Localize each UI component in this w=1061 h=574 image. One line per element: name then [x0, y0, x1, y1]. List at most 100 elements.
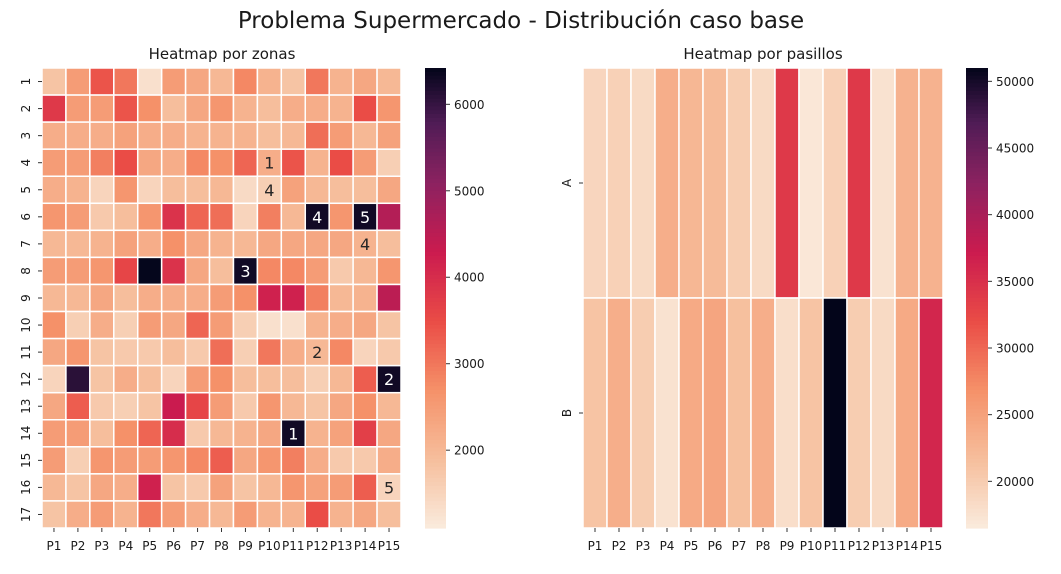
aisle-cell — [798, 297, 824, 529]
zone-cell — [328, 364, 354, 394]
aisle-colorbar-segment — [966, 482, 988, 487]
zone-colorbar-segment — [425, 462, 446, 468]
zone-cell — [376, 310, 402, 340]
aisle-colorbar-segment — [966, 501, 988, 506]
zone-cell — [376, 419, 402, 448]
zone-cell — [256, 364, 283, 394]
zone-cell — [232, 202, 259, 232]
zone-cell — [328, 500, 354, 529]
aisle-colorbar-segment — [966, 263, 988, 268]
zone-y-tick-label: 5 — [19, 186, 33, 194]
zone-cell — [89, 364, 115, 394]
zone-cell — [256, 473, 283, 502]
zone-cell — [232, 473, 259, 502]
zone-colorbar-segment — [425, 163, 446, 169]
zone-colorbar-segment — [425, 447, 446, 452]
zone-cell-annotation: 4 — [312, 208, 322, 227]
zone-x-tick-label: P3 — [94, 539, 109, 553]
zone-colorbar-segment — [425, 240, 446, 245]
zone-colorbar-segment — [425, 340, 446, 345]
zone-colorbar-segment — [425, 221, 446, 226]
aisles-heatmap-title: Heatmap por pasillos — [683, 45, 843, 63]
zone-colorbar-segment — [425, 478, 446, 483]
zone-cell — [89, 121, 115, 150]
zone-colorbar-segment — [425, 121, 446, 127]
zone-colorbar-segment — [425, 416, 446, 422]
zone-cell — [280, 391, 307, 421]
zone-cell — [304, 473, 330, 502]
zone-cell — [352, 473, 378, 502]
zone-cell — [41, 283, 67, 313]
zone-colorbar-segment — [425, 393, 446, 399]
zone-cell — [184, 202, 211, 232]
zone-cell — [256, 202, 283, 232]
aisle-colorbar-segment — [966, 374, 988, 380]
zone-cell — [328, 283, 354, 313]
zone-cell — [280, 202, 307, 232]
zone-cell — [328, 202, 354, 232]
zone-cell — [89, 148, 115, 177]
zone-cell — [113, 310, 139, 340]
aisle-colorbar-segment — [966, 94, 988, 100]
zone-y-tick-label: 9 — [19, 294, 33, 302]
aisle-cell — [774, 297, 800, 529]
zone-colorbar-segment — [425, 317, 446, 322]
aisle-colorbar-segment — [966, 79, 988, 84]
zone-cell — [232, 337, 259, 367]
zone-cell — [89, 473, 115, 502]
aisle-colorbar-segment — [966, 290, 988, 295]
zone-cell — [208, 391, 235, 421]
zone-cell — [113, 121, 139, 150]
zone-colorbar-segment — [425, 275, 446, 280]
zone-colorbar-segment — [425, 79, 446, 84]
zone-cell — [280, 473, 307, 502]
aisle-colorbar-segment — [966, 186, 988, 192]
aisle-colorbar-segment — [966, 301, 988, 307]
zone-cell — [41, 229, 67, 259]
aisle-colorbar-segment — [966, 213, 988, 219]
aisle-colorbar-tick-label: 25000 — [996, 408, 1034, 422]
aisle-colorbar-segment — [966, 424, 988, 429]
zone-cell — [160, 391, 187, 421]
aisle-colorbar-tick-label: 40000 — [996, 208, 1034, 222]
zone-colorbar-segment — [425, 213, 446, 219]
zone-colorbar-segment — [425, 328, 446, 334]
zone-x-tick-label: P10 — [258, 539, 281, 553]
aisle-colorbar-segment — [966, 179, 988, 184]
zone-colorbar-segment — [425, 267, 446, 272]
zone-cell — [304, 500, 330, 529]
zone-cell — [65, 473, 91, 502]
zone-cell — [376, 148, 402, 177]
zone-cell — [65, 500, 91, 529]
aisle-colorbar-segment — [966, 386, 988, 391]
zone-cell — [113, 419, 139, 448]
aisle-colorbar-segment — [966, 140, 988, 146]
aisle-colorbar-segment — [966, 232, 988, 238]
zone-colorbar-segment — [425, 459, 446, 464]
aisle-colorbar-segment — [966, 183, 988, 188]
zone-y-tick-label: 13 — [19, 399, 33, 414]
zone-cell — [184, 175, 211, 205]
zone-cell — [65, 229, 91, 259]
zone-colorbar-segment — [425, 313, 446, 318]
zone-y-tick-label: 14 — [19, 426, 33, 441]
aisle-cell — [678, 297, 704, 529]
zone-cell — [41, 67, 67, 96]
zone-colorbar-segment — [425, 98, 446, 104]
aisle-colorbar-segment — [966, 344, 988, 349]
zone-cell — [232, 94, 259, 123]
zone-cell — [65, 202, 91, 232]
aisle-cell — [870, 67, 896, 299]
zone-colorbar-segment — [425, 87, 446, 92]
aisle-colorbar-segment — [966, 305, 988, 311]
zone-cell — [184, 500, 211, 529]
aisle-colorbar-segment — [966, 436, 988, 441]
zone-cell — [208, 94, 235, 123]
aisle-cell — [870, 297, 896, 529]
aisle-cell — [918, 297, 944, 529]
zone-colorbar-segment — [425, 160, 446, 165]
zone-cell — [41, 148, 67, 177]
aisle-colorbar-segment — [966, 328, 988, 334]
zone-cell — [184, 283, 211, 313]
zone-cell — [208, 229, 235, 259]
